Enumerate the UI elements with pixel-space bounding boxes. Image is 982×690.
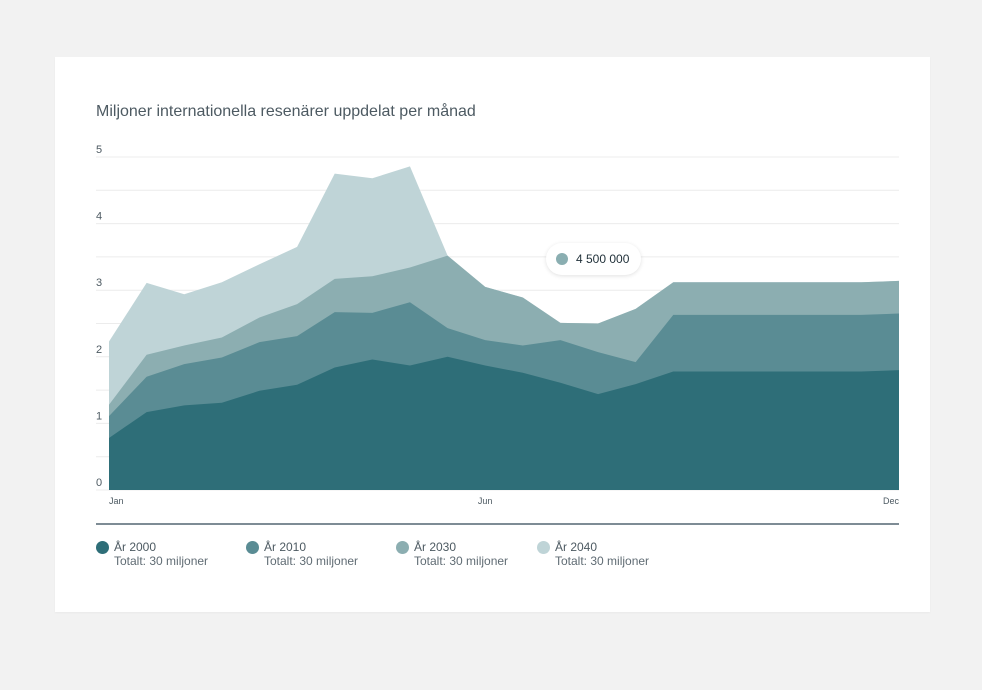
legend-series-total: Totalt: 30 miljoner	[114, 554, 209, 568]
y-tick-label: 3	[96, 277, 102, 289]
x-tick-label: Jun	[478, 496, 493, 506]
legend-series-total: Totalt: 30 miljoner	[264, 554, 359, 568]
x-tick-label: Jan	[109, 496, 124, 506]
y-tick-label: 0	[96, 477, 102, 489]
value-tooltip: 4 500 000	[546, 243, 642, 275]
legend-divider	[96, 523, 899, 525]
x-tick-label: Dec	[883, 496, 900, 506]
y-tick-label: 5	[96, 144, 102, 156]
y-tick-label: 1	[96, 410, 102, 422]
legend-series-total: Totalt: 30 miljoner	[414, 554, 509, 568]
legend-series-name: År 2000	[114, 540, 157, 554]
legend-dot-icon	[396, 541, 409, 554]
legend-dot-icon	[246, 541, 259, 554]
chart-card: Miljoner internationella resenärer uppde…	[55, 57, 930, 612]
legend-series-name: År 2010	[264, 540, 307, 554]
tooltip-value: 4 500 000	[576, 252, 630, 266]
legend-dot-icon	[96, 541, 109, 554]
area-chart: 0 1 2 3 4 5 Jan Jun Dec	[96, 144, 900, 506]
legend-series-name: År 2030	[414, 540, 457, 554]
tooltip-marker-icon	[556, 253, 568, 265]
legend-series-name: År 2040	[555, 540, 598, 554]
chart-title: Miljoner internationella resenärer uppde…	[96, 103, 476, 120]
y-tick-label: 2	[96, 344, 102, 356]
area-series-1[interactable]	[109, 356, 899, 490]
legend-series-total: Totalt: 30 miljoner	[555, 554, 650, 568]
y-tick-label: 4	[96, 211, 102, 223]
legend-dot-icon	[537, 541, 550, 554]
